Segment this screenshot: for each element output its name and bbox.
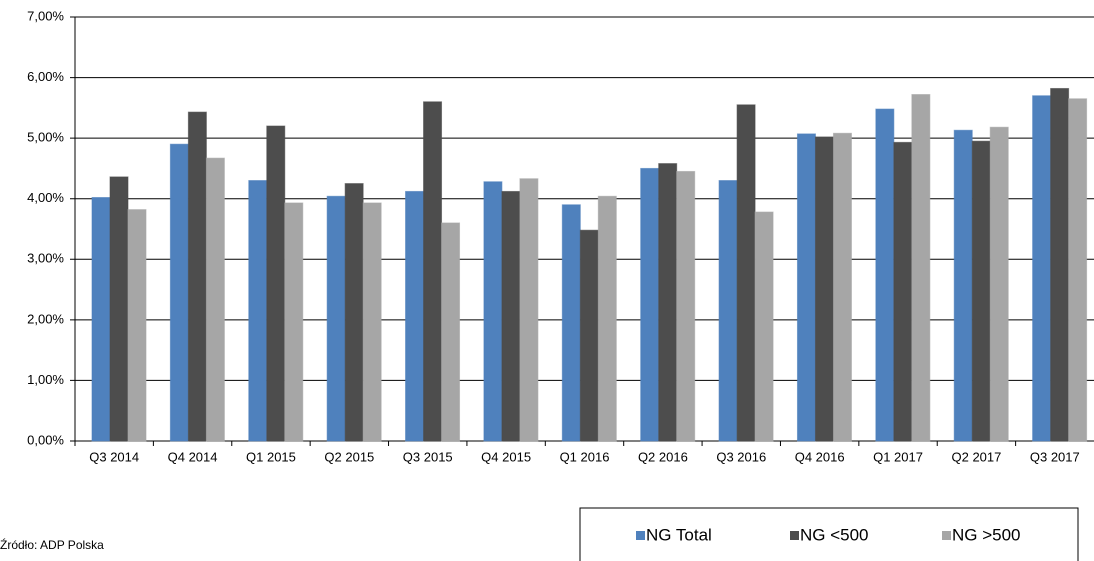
- x-tick-label: Q3 2015: [403, 449, 453, 464]
- bar: [501, 190, 521, 442]
- x-tick-label: Q2 2016: [638, 449, 688, 464]
- y-tick-label: 2,00%: [27, 311, 64, 326]
- bar: [989, 126, 1009, 442]
- bar: [1032, 95, 1052, 442]
- bar: [205, 157, 225, 442]
- bar: [597, 195, 617, 442]
- x-tick-label: Q4 2015: [481, 449, 531, 464]
- bar: [187, 111, 207, 442]
- y-tick-label: 4,00%: [27, 190, 64, 205]
- x-tick-label: Q4 2014: [168, 449, 218, 464]
- bar: [875, 108, 895, 442]
- bar: [911, 94, 931, 442]
- legend-swatch: [790, 531, 799, 540]
- bar: [832, 132, 852, 442]
- bar: [248, 180, 268, 442]
- bar: [640, 167, 660, 442]
- bar: [796, 133, 816, 442]
- bar: [561, 204, 581, 442]
- x-tick-label: Q4 2016: [795, 449, 845, 464]
- bar: [953, 129, 973, 442]
- y-tick-label: 1,00%: [27, 372, 64, 387]
- bar: [284, 202, 304, 442]
- bar: [736, 104, 756, 442]
- bar: [91, 197, 111, 442]
- x-tick-label: Q1 2016: [560, 449, 610, 464]
- bar: [423, 101, 443, 442]
- x-tick-label: Q2 2017: [951, 449, 1001, 464]
- x-tick-label: Q3 2014: [89, 449, 139, 464]
- bar: [405, 190, 425, 442]
- bar: [754, 211, 774, 442]
- legend-swatch: [942, 531, 951, 540]
- bar: [519, 178, 539, 442]
- bar: [483, 181, 503, 442]
- legend-label: NG >500: [952, 525, 1021, 544]
- y-tick-label: 7,00%: [27, 8, 64, 23]
- x-tick-label: Q2 2015: [324, 449, 374, 464]
- bar: [1068, 98, 1088, 442]
- bar: [1050, 87, 1070, 442]
- bar: [326, 195, 346, 442]
- bar: [579, 229, 599, 442]
- legend-label: NG <500: [800, 525, 869, 544]
- bar: [814, 136, 834, 442]
- bar: [169, 143, 189, 442]
- x-tick-label: Q3 2017: [1030, 449, 1080, 464]
- y-tick-label: 0,00%: [27, 432, 64, 447]
- bar: [658, 163, 678, 442]
- x-tick-label: Q3 2016: [716, 449, 766, 464]
- bar: [971, 140, 991, 442]
- bar: [127, 209, 147, 442]
- x-tick-label: Q1 2015: [246, 449, 296, 464]
- bar: [441, 222, 461, 442]
- legend-box: [579, 507, 1079, 561]
- x-tick-label: Q1 2017: [873, 449, 923, 464]
- bar: [266, 125, 286, 442]
- bar: [893, 141, 913, 442]
- y-tick-label: 3,00%: [27, 251, 64, 266]
- y-tick-label: 6,00%: [27, 69, 64, 84]
- bar: [676, 170, 696, 442]
- bar: [344, 183, 364, 442]
- bar: [109, 176, 129, 442]
- legend-swatch: [636, 531, 645, 540]
- bar: [362, 202, 382, 442]
- y-tick-label: 5,00%: [27, 130, 64, 145]
- source-note: Źródło: ADP Polska: [0, 537, 104, 552]
- legend-label: NG Total: [646, 525, 712, 544]
- bar: [718, 180, 738, 442]
